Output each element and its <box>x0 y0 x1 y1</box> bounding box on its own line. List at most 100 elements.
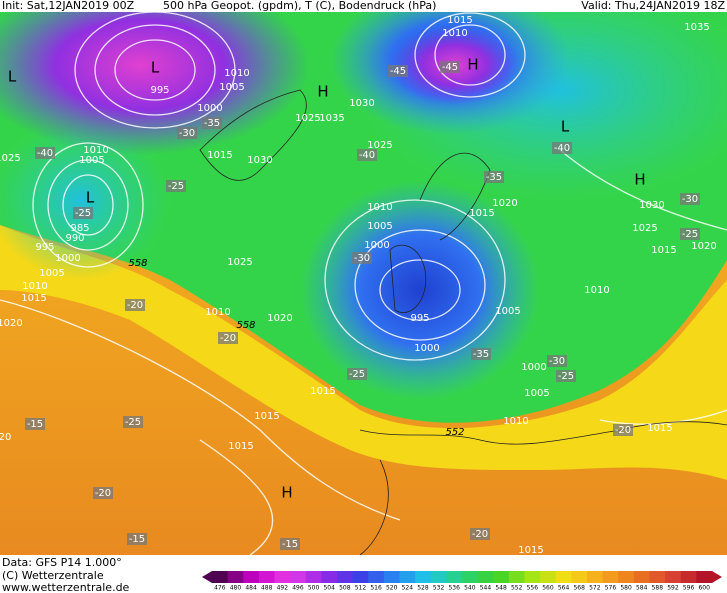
pressure-center: L <box>151 59 160 77</box>
temperature-label: -45 <box>390 66 406 77</box>
scale-label: 600 <box>698 585 710 592</box>
pressure-label: 1010 <box>503 416 528 427</box>
scale-cell <box>368 571 385 583</box>
scale-label: 516 <box>370 585 382 592</box>
scale-cell <box>383 571 400 583</box>
pressure-label: 1035 <box>319 113 344 124</box>
coastlines <box>199 89 727 556</box>
pressure-label: 1030 <box>639 200 664 211</box>
scale-label: 504 <box>323 585 335 592</box>
temperature-label-box <box>93 487 113 499</box>
pressure-label: 1015 <box>469 208 494 219</box>
temperature-label: -35 <box>204 118 220 129</box>
pressure-label: 1020 <box>492 198 517 209</box>
temperature-label-box <box>347 368 367 380</box>
pressure-label: 1000 <box>521 362 546 373</box>
scale-label: 520 <box>386 585 398 592</box>
scale-label: 576 <box>605 585 617 592</box>
scale-label: 528 <box>417 585 429 592</box>
scale-cell <box>493 571 510 583</box>
pressure-label: 995 <box>410 313 429 324</box>
scale-label: 532 <box>433 585 445 592</box>
pressure-label: 1025 <box>632 223 657 234</box>
pressure-center: H <box>281 484 292 502</box>
temperature-label: -15 <box>129 534 145 545</box>
temperature-label: -25 <box>75 208 91 219</box>
scale-label: 572 <box>589 585 601 592</box>
scale-label: 560 <box>542 585 554 592</box>
temperature-label-box <box>73 207 93 219</box>
temperature-label: -40 <box>554 143 570 154</box>
pressure-label: 1025 <box>0 153 21 164</box>
pressure-label: 1010 <box>22 281 47 292</box>
temperature-label-box <box>680 193 700 205</box>
temperature-label-box <box>123 416 143 428</box>
height-label: 552 <box>445 427 464 438</box>
pressure-label: 1005 <box>39 268 64 279</box>
scale-cell <box>430 571 447 583</box>
scale-label: 496 <box>292 585 304 592</box>
pressure-label: 1025 <box>227 257 252 268</box>
data-source: Data: GFS P14 1.000° <box>2 556 122 569</box>
scale-cell <box>258 571 275 583</box>
pressure-center: H <box>317 83 328 101</box>
temperature-label-box <box>556 370 576 382</box>
scale-label: 568 <box>573 585 585 592</box>
scale-cell <box>665 571 682 583</box>
scale-label: 544 <box>480 585 492 592</box>
temperature-label: -30 <box>179 128 195 139</box>
temperature-label: -15 <box>282 539 298 550</box>
pressure-label: 1020 <box>0 318 23 329</box>
pressure-label: 1005 <box>524 388 549 399</box>
temperature-label-box <box>680 228 700 240</box>
pressure-label: 1005 <box>367 221 392 232</box>
pressure-label: 1000 <box>414 343 439 354</box>
scale-cell <box>602 571 619 583</box>
pressure-label: 1005 <box>79 155 104 166</box>
pressure-center: H <box>634 171 645 189</box>
temperature-label-box <box>202 117 222 129</box>
pressure-label: 1015 <box>447 15 472 26</box>
temperature-label: -25 <box>125 417 141 428</box>
temperature-label: -15 <box>27 419 43 430</box>
height-label: 558 <box>128 258 147 269</box>
scale-label: 480 <box>230 585 242 592</box>
scale-label: 596 <box>683 585 695 592</box>
pressure-label: 1005 <box>495 306 520 317</box>
pressure-label: 1010 <box>205 307 230 318</box>
scale-label: 536 <box>448 585 460 592</box>
scale-cell <box>212 571 229 583</box>
scale-label: 588 <box>652 585 664 592</box>
website: www.wetterzentrale.de <box>2 581 130 593</box>
scale-cell <box>508 571 525 583</box>
scale-cell <box>696 571 713 583</box>
scale-cell <box>305 571 322 583</box>
scale-cell <box>337 571 354 583</box>
temperature-label: -20 <box>615 425 631 436</box>
temperature-label: -20 <box>220 333 236 344</box>
pressure-label: 1025 <box>295 113 320 124</box>
pressure-label: 1010 <box>224 68 249 79</box>
scale-cell <box>571 571 588 583</box>
temperature-label-box <box>547 355 567 367</box>
pressure-label: 1015 <box>310 386 335 397</box>
scale-label: 476 <box>214 585 226 592</box>
scale-label: 548 <box>495 585 507 592</box>
temperature-label-box <box>388 65 408 77</box>
temperature-label-box <box>166 180 186 192</box>
temperature-label-box <box>218 332 238 344</box>
scale-cell <box>462 571 479 583</box>
pressure-label: 1015 <box>207 150 232 161</box>
temperature-label-box <box>471 348 491 360</box>
temperature-label-box <box>484 171 504 183</box>
pressure-label: 1025 <box>367 140 392 151</box>
temperature-label-box <box>552 142 572 154</box>
temperature-label-box <box>35 147 55 159</box>
scale-label: 592 <box>667 585 679 592</box>
temperature-label: -45 <box>442 62 458 73</box>
temperature-label: -25 <box>349 369 365 380</box>
temperature-label-box <box>352 252 372 264</box>
scale-cell <box>290 571 307 583</box>
pressure-label: 1010 <box>367 202 392 213</box>
pressure-label: 1020 <box>691 241 716 252</box>
